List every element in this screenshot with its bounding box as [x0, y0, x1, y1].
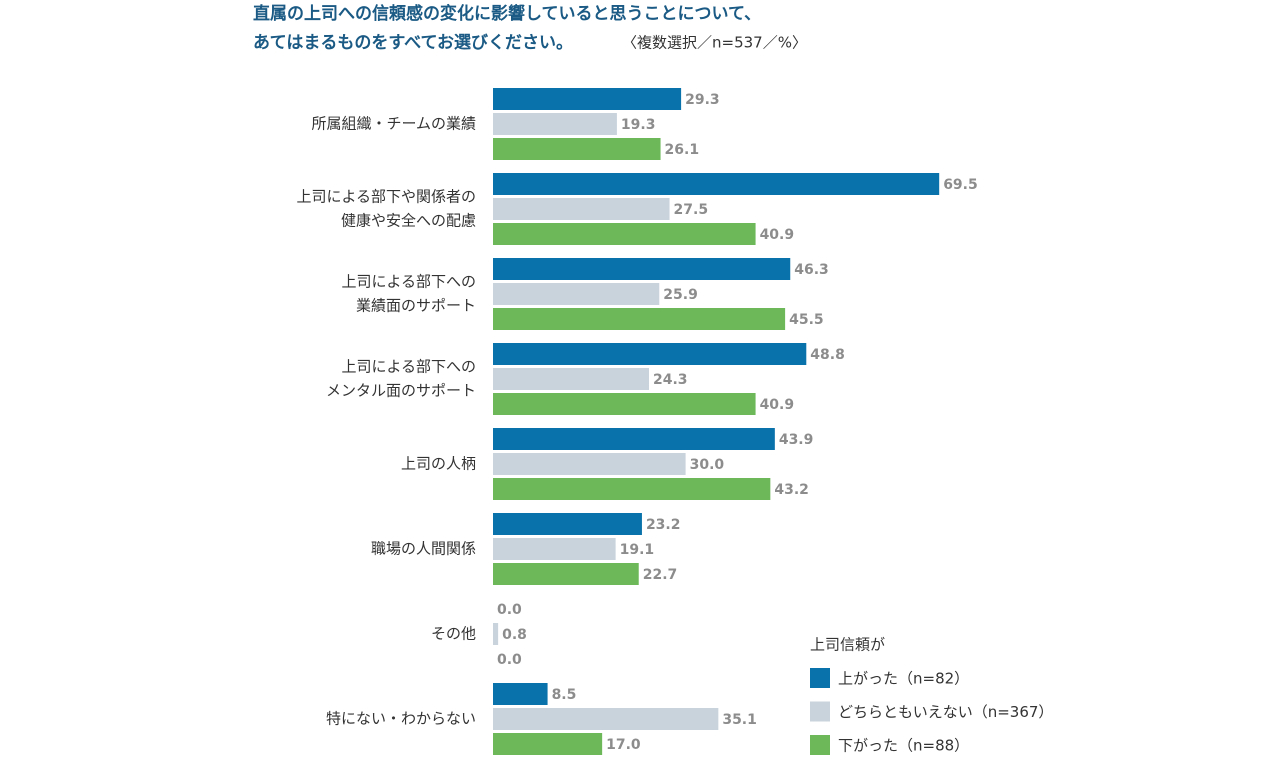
bar	[493, 368, 650, 390]
bar	[493, 393, 756, 415]
value-label: 35.1	[722, 712, 757, 728]
bar	[493, 478, 771, 500]
legend-title: 上司信頼が	[810, 636, 885, 654]
value-label: 19.1	[620, 542, 655, 558]
value-label: 23.2	[646, 517, 681, 533]
bar	[493, 308, 786, 330]
legend-label: 下がった（n=88）	[838, 737, 969, 755]
value-label: 0.0	[497, 602, 522, 618]
chart-subtitle: 〈複数選択／n=537／%〉	[622, 34, 807, 52]
bar	[493, 173, 940, 195]
category-label: 上司による部下への	[341, 273, 476, 291]
bar	[493, 113, 617, 135]
bar	[493, 733, 603, 755]
value-label: 19.3	[621, 117, 656, 133]
category-label: 職場の人間関係	[371, 540, 476, 558]
value-label: 8.5	[552, 687, 577, 703]
bar	[493, 138, 661, 160]
bar	[493, 88, 682, 110]
bar	[493, 453, 686, 475]
bar	[493, 683, 548, 705]
value-label: 29.3	[685, 92, 720, 108]
category-label: 業績面のサポート	[356, 297, 476, 315]
value-label: 25.9	[663, 287, 698, 303]
chart-title: 直属の上司への信頼感の変化に影響していると思うことについて、	[253, 3, 761, 24]
bar	[493, 258, 791, 280]
bar	[493, 708, 719, 730]
value-label: 43.2	[774, 482, 809, 498]
category-label: 上司の人柄	[401, 455, 476, 473]
category-label: 所属組織・チームの業績	[311, 115, 476, 133]
value-label: 40.9	[760, 227, 795, 243]
value-label: 46.3	[794, 262, 829, 278]
legend-label: どちらともいえない（n=367）	[838, 703, 1053, 721]
bar	[493, 343, 807, 365]
bar	[493, 198, 670, 220]
bar	[493, 223, 756, 245]
category-label: 特にない・わからない	[326, 710, 476, 728]
legend-label: 上がった（n=82）	[838, 670, 969, 688]
value-label: 69.5	[943, 177, 978, 193]
value-label: 27.5	[674, 202, 709, 218]
bar	[493, 538, 616, 560]
value-label: 30.0	[690, 457, 725, 473]
bar	[493, 563, 639, 585]
bar	[493, 283, 660, 305]
value-label: 0.0	[497, 652, 522, 668]
legend-swatch	[810, 735, 830, 755]
bar	[493, 428, 775, 450]
value-label: 17.0	[606, 737, 641, 753]
category-label: 健康や安全への配慮	[341, 212, 476, 230]
value-label: 40.9	[760, 397, 795, 413]
value-label: 26.1	[665, 142, 700, 158]
value-label: 22.7	[643, 567, 678, 583]
value-label: 48.8	[810, 347, 845, 363]
bar	[493, 623, 499, 645]
value-label: 45.5	[789, 312, 824, 328]
category-label: 上司による部下や関係者の	[296, 188, 476, 206]
legend-swatch	[810, 701, 830, 722]
legend-swatch	[810, 668, 830, 688]
category-label: メンタル面のサポート	[326, 382, 476, 400]
value-label: 24.3	[653, 372, 688, 388]
value-label: 43.9	[779, 432, 814, 448]
bar	[493, 513, 642, 535]
category-label: 上司による部下への	[341, 358, 476, 376]
chart-title: あてはまるものをすべてお選びください。	[253, 33, 573, 53]
value-label: 0.8	[502, 627, 527, 643]
category-label: その他	[431, 625, 476, 643]
